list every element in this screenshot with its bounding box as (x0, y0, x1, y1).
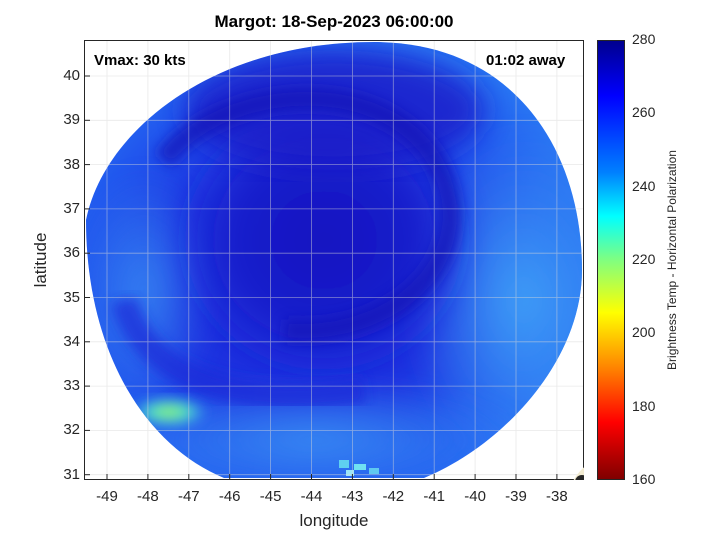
x-tick-label: -38 (546, 488, 568, 505)
colorbar-label: Brightness Temp - Horizontal Polarizatio… (665, 150, 679, 370)
cimss-logo: C I M S S (554, 452, 584, 480)
x-axis-label: longitude (299, 511, 369, 530)
x-tick-label: -46 (218, 488, 241, 505)
x-tick-label: -45 (259, 488, 282, 505)
x-tick-label: -43 (341, 488, 364, 505)
colorbar-tick-label: 200 (632, 324, 656, 341)
y-tick-label: 34 (63, 332, 80, 350)
x-tick-label: -42 (382, 488, 405, 505)
colorbar-tick-label: 160 (632, 471, 656, 487)
x-tick-label: -44 (300, 488, 323, 505)
colorbar-tick-label: 260 (632, 104, 656, 121)
colorbar-tick-label: 280 (632, 31, 656, 47)
brightness-temp-image (84, 40, 584, 480)
colorbar-tick-label: 220 (632, 251, 656, 267)
x-tick-label: -47 (177, 488, 200, 505)
x-tick-label: -40 (464, 488, 486, 505)
x-tick-label: -41 (423, 488, 446, 505)
y-tick-label: 40 (63, 67, 80, 84)
y-tick-label: 38 (63, 155, 80, 173)
x-tick-label: -39 (505, 488, 527, 505)
y-tick-label: 39 (63, 111, 80, 129)
colorbar-tick-label: 180 (632, 397, 656, 414)
map-plot-area: C I M S S (84, 40, 584, 480)
vmax-label: Vmax: 30 kts (94, 52, 186, 69)
y-tick-label: 35 (63, 288, 80, 306)
colorbar-tick-label: 240 (632, 177, 656, 194)
x-tick-label: -49 (96, 488, 118, 505)
x-tick-label: -48 (137, 488, 159, 505)
y-tick-label: 31 (63, 465, 80, 483)
y-axis-label: latitude (31, 232, 50, 288)
colorbar (597, 40, 625, 480)
y-tick-label: 32 (63, 421, 80, 439)
y-tick-label: 36 (63, 244, 80, 262)
y-tick-label: 33 (63, 377, 80, 395)
time-away-label: 01:02 away (486, 52, 566, 69)
y-tick-label: 37 (63, 199, 80, 217)
map-title: Margot: 18-Sep-2023 06:00:00 (214, 12, 454, 31)
